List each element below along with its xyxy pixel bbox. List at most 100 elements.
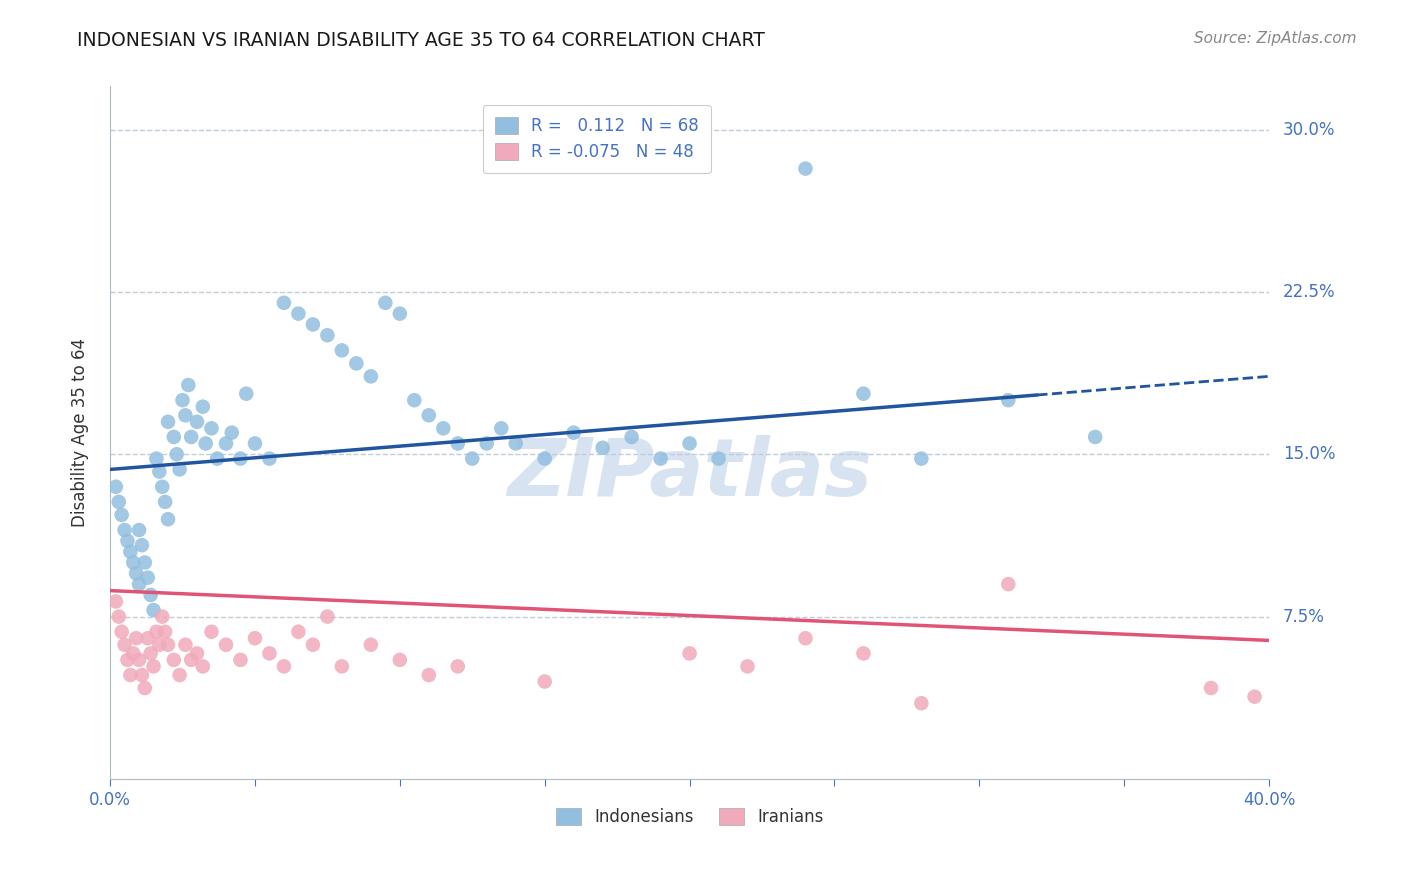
Text: ZIPatlas: ZIPatlas	[508, 435, 872, 513]
Point	[215, 436, 238, 450]
Point	[447, 436, 470, 450]
Point	[104, 480, 127, 494]
Point	[111, 624, 134, 639]
Point	[174, 409, 197, 423]
Point	[134, 556, 156, 570]
Point	[243, 632, 266, 646]
Point	[259, 647, 281, 661]
Point	[177, 378, 200, 392]
Point	[191, 659, 214, 673]
Point	[302, 638, 325, 652]
Point	[533, 451, 555, 466]
Point	[120, 544, 142, 558]
Point	[910, 451, 932, 466]
Point	[107, 495, 129, 509]
Point	[316, 609, 339, 624]
Point	[186, 415, 208, 429]
Point	[432, 421, 454, 435]
Point	[200, 624, 222, 639]
Point	[169, 462, 191, 476]
Point	[136, 571, 159, 585]
Point	[852, 386, 875, 401]
Point	[180, 653, 202, 667]
Point	[374, 295, 396, 310]
Point	[505, 436, 527, 450]
Point	[562, 425, 585, 440]
Point	[153, 495, 176, 509]
Point	[145, 624, 167, 639]
Point	[114, 638, 136, 652]
Text: 30.0%: 30.0%	[1282, 120, 1336, 138]
Point	[287, 624, 309, 639]
Point	[273, 295, 295, 310]
Text: 7.5%: 7.5%	[1282, 607, 1324, 625]
Point	[344, 356, 367, 370]
Point	[120, 668, 142, 682]
Point	[360, 638, 382, 652]
Point	[404, 393, 426, 408]
Point	[678, 647, 700, 661]
Point	[117, 533, 139, 548]
Text: 15.0%: 15.0%	[1282, 445, 1336, 463]
Point	[157, 415, 180, 429]
Point	[107, 609, 129, 624]
Point	[330, 343, 353, 358]
Point	[136, 632, 159, 646]
Point	[150, 609, 173, 624]
Point	[131, 668, 153, 682]
Point	[194, 436, 217, 450]
Point	[215, 638, 238, 652]
Point	[489, 421, 512, 435]
Point	[737, 659, 759, 673]
Point	[475, 436, 498, 450]
Point	[104, 594, 127, 608]
Point	[172, 393, 194, 408]
Point	[117, 653, 139, 667]
Point	[592, 441, 614, 455]
Point	[191, 400, 214, 414]
Point	[142, 603, 165, 617]
Point	[243, 436, 266, 450]
Point	[302, 318, 325, 332]
Y-axis label: Disability Age 35 to 64: Disability Age 35 to 64	[72, 338, 89, 527]
Point	[1084, 430, 1107, 444]
Point	[148, 465, 170, 479]
Point	[650, 451, 672, 466]
Point	[157, 512, 180, 526]
Point	[388, 307, 411, 321]
Point	[180, 430, 202, 444]
Point	[163, 430, 186, 444]
Point	[259, 451, 281, 466]
Point	[139, 588, 162, 602]
Point	[134, 681, 156, 695]
Point	[221, 425, 243, 440]
Point	[200, 421, 222, 435]
Point	[139, 647, 162, 661]
Point	[174, 638, 197, 652]
Point	[186, 647, 208, 661]
Point	[418, 668, 440, 682]
Text: Source: ZipAtlas.com: Source: ZipAtlas.com	[1194, 31, 1357, 46]
Point	[447, 659, 470, 673]
Point	[148, 638, 170, 652]
Point	[533, 674, 555, 689]
Point	[145, 451, 167, 466]
Point	[418, 409, 440, 423]
Point	[131, 538, 153, 552]
Point	[997, 577, 1019, 591]
Point	[128, 653, 150, 667]
Point	[111, 508, 134, 522]
Text: INDONESIAN VS IRANIAN DISABILITY AGE 35 TO 64 CORRELATION CHART: INDONESIAN VS IRANIAN DISABILITY AGE 35 …	[77, 31, 765, 50]
Point	[1243, 690, 1265, 704]
Point	[125, 632, 148, 646]
Point	[235, 386, 257, 401]
Point	[273, 659, 295, 673]
Point	[229, 653, 252, 667]
Point	[794, 161, 817, 176]
Text: 22.5%: 22.5%	[1282, 283, 1336, 301]
Point	[153, 624, 176, 639]
Point	[707, 451, 730, 466]
Point	[316, 328, 339, 343]
Legend: Indonesians, Iranians: Indonesians, Iranians	[550, 801, 830, 833]
Point	[114, 523, 136, 537]
